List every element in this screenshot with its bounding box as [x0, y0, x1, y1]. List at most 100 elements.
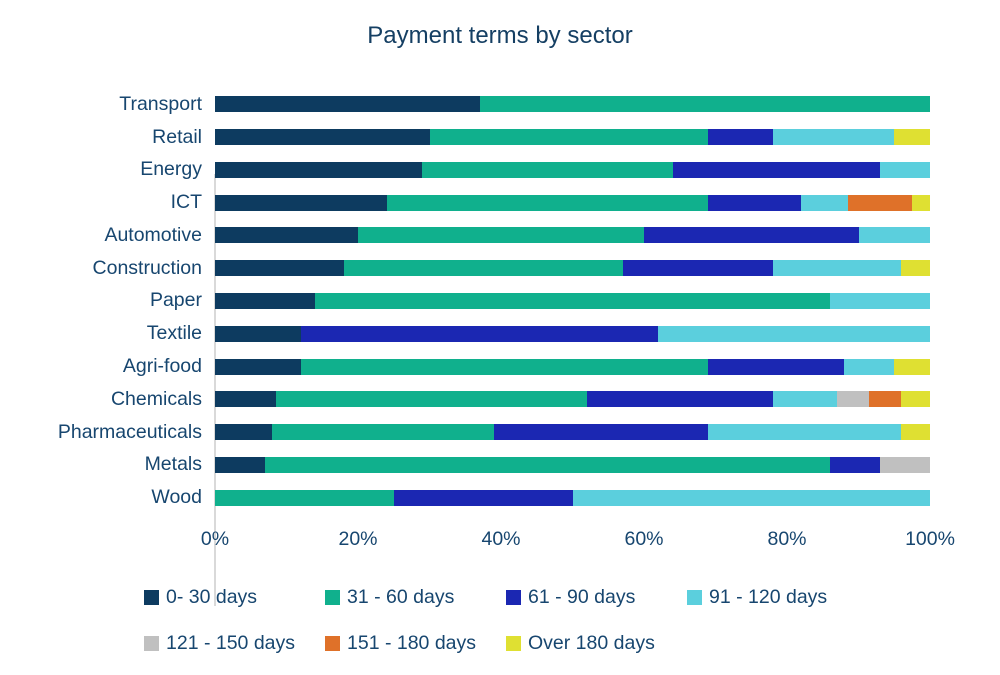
bar-segment [272, 424, 494, 441]
category-label: Pharmaceuticals [57, 420, 202, 443]
bar-segment [708, 358, 845, 375]
bar-segment [215, 456, 266, 473]
legend-row-2: 121 - 150 days 151 - 180 days Over 180 day… [144, 632, 655, 655]
category-label: Transport [119, 92, 202, 115]
bar-row: Pharmaceuticals [0, 416, 930, 449]
bar-segment [772, 260, 902, 277]
x-tick-label: 80% [767, 528, 807, 550]
bar-segment [586, 391, 773, 408]
category-label: Metals [144, 453, 202, 476]
bar-segment [215, 424, 273, 441]
bar-segment [215, 325, 301, 342]
bar-segment [644, 227, 859, 244]
stacked-bar [215, 391, 930, 408]
legend-item: 91 - 120 days [687, 586, 827, 609]
bar-segment [215, 96, 480, 113]
legend-swatch-icon [144, 590, 159, 605]
category-label: Wood [151, 486, 202, 509]
bar-row: ICT [0, 186, 930, 219]
bar-row: Automotive [0, 219, 930, 252]
category-label: Agri-food [122, 355, 202, 377]
bar-segment [343, 260, 623, 277]
bar-segment [215, 129, 430, 146]
legend-item: Over 180 days [506, 632, 655, 655]
legend-item: 61 - 90 days [506, 586, 687, 609]
bar-segment [894, 129, 930, 146]
legend-row-1: 0- 30 days 31 - 60 days 61 - 90 days 91 - 1… [144, 586, 827, 609]
bar-segment [300, 325, 659, 342]
stacked-bar [215, 424, 930, 441]
bar-row: Paper [0, 285, 930, 318]
bar-segment [708, 194, 802, 211]
bar-segment [708, 424, 902, 441]
bar-row: Energy [0, 154, 930, 187]
bar-segment [386, 194, 709, 211]
legend-item: 121 - 150 days [144, 632, 325, 655]
bar-row: Transport [0, 88, 930, 121]
bar-segment [479, 96, 930, 113]
x-tick-label: 60% [624, 528, 664, 550]
legend-swatch-icon [506, 590, 521, 605]
bar-segment [847, 194, 913, 211]
bar-segment [829, 292, 930, 309]
bar-segment [801, 194, 848, 211]
bar-segment [572, 489, 930, 506]
legend-swatch-icon [325, 590, 340, 605]
legend-label: 151 - 180 days [347, 632, 477, 654]
category-label: Energy [140, 158, 202, 181]
x-axis: 0% 20% 40% 60% 80% 100% [201, 528, 955, 554]
bar-segment [275, 391, 587, 408]
bar-row: Agri-food [0, 350, 930, 383]
bar-segment [879, 456, 930, 473]
legend-swatch-icon [144, 636, 159, 651]
bar-segment [315, 292, 830, 309]
bar-segment [772, 129, 895, 146]
stacked-bar [215, 161, 930, 178]
bar-segment [912, 194, 930, 211]
bar-segment [215, 227, 358, 244]
bar-segment [300, 358, 709, 375]
bar-row: Wood [0, 481, 930, 514]
bar-segment [215, 358, 301, 375]
bar-segment [708, 129, 773, 146]
category-label: Paper [149, 289, 202, 312]
legend-swatch-icon [325, 636, 340, 651]
bar-row: Retail [0, 121, 930, 154]
bar-segment [215, 292, 316, 309]
bar-segment [879, 161, 930, 178]
chart-title: Payment terms by sector [367, 22, 633, 49]
bar-row: Metals [0, 448, 930, 481]
category-label: Construction [92, 256, 202, 279]
x-tick-label: 100% [905, 528, 955, 550]
stacked-bar [215, 194, 930, 211]
stacked-bar [215, 129, 930, 146]
bar-segment [215, 161, 423, 178]
bar-segment [429, 129, 709, 146]
bar-segment [493, 424, 709, 441]
legend-label: 121 - 150 days [166, 632, 296, 654]
bar-segment [772, 391, 838, 408]
bar-segment [215, 489, 394, 506]
category-label: Chemicals [110, 387, 202, 410]
bar-segment [829, 456, 880, 473]
legend-item: 31 - 60 days [325, 586, 506, 609]
x-tick-label: 40% [481, 528, 521, 550]
bar-segment [215, 391, 276, 408]
stacked-bar [215, 456, 930, 473]
bar-segment [422, 161, 673, 178]
legend-label: 0- 30 days [166, 586, 258, 608]
bar-segment [901, 424, 930, 441]
bar-segment [358, 227, 644, 244]
bar-segment [622, 260, 773, 277]
stacked-bar [215, 292, 930, 309]
legend-item: 0- 30 days [144, 586, 325, 609]
legend-label: 61 - 90 days [528, 586, 636, 608]
bar-row: Construction [0, 252, 930, 285]
bar-segment [894, 358, 930, 375]
stacked-bar [215, 96, 930, 113]
legend-item: 151 - 180 days [325, 632, 506, 655]
legend-label: 31 - 60 days [347, 586, 455, 608]
category-label: Automotive [104, 223, 202, 246]
bar-row: Chemicals [0, 383, 930, 416]
bar-segment [215, 260, 344, 277]
